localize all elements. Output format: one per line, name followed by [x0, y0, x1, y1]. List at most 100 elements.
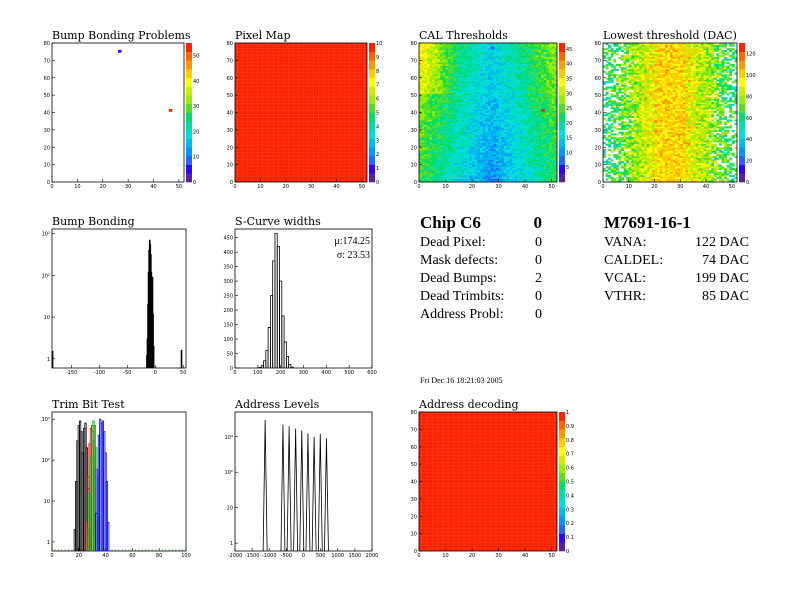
- heatmap-cell: [610, 95, 614, 98]
- heatmap-cell: [631, 162, 635, 165]
- heatmap-cell: [426, 114, 430, 117]
- heatmap-cell: [442, 95, 446, 98]
- heatmap-cell: [445, 143, 449, 146]
- heatmap-cell: [514, 105, 518, 108]
- heatmap-cell: [450, 117, 454, 120]
- heatmap-cell: [490, 128, 494, 131]
- heatmap-cell: [429, 133, 433, 136]
- heatmap-cell: [503, 98, 507, 101]
- heatmap-cell: [506, 157, 510, 160]
- heatmap-cell: [461, 102, 465, 105]
- heatmap-cell: [623, 74, 627, 77]
- heatmap-cell: [485, 103, 489, 106]
- heatmap-cell: [434, 147, 438, 150]
- heatmap-cell: [464, 105, 468, 108]
- heatmap-cell: [474, 89, 478, 92]
- y-tick-label: 40: [227, 111, 233, 117]
- heatmap-cell: [426, 117, 430, 120]
- heatmap-cell: [493, 157, 497, 160]
- heatmap-cell: [495, 164, 499, 167]
- heatmap-cell: [519, 96, 523, 99]
- heatmap-cell: [426, 161, 430, 164]
- heatmap-cell: [509, 180, 513, 183]
- heatmap-cell: [448, 76, 452, 79]
- heatmap-cell: [541, 69, 545, 72]
- heatmap-cell: [546, 161, 550, 164]
- heatmap-cell: [527, 157, 531, 160]
- heatmap-cell: [421, 150, 425, 153]
- heatmap-cell: [461, 140, 465, 143]
- heatmap-cell: [533, 65, 537, 68]
- heatmap-cell: [613, 143, 617, 146]
- heatmap-cell: [469, 133, 473, 136]
- heatmap-cell: [469, 58, 473, 61]
- heatmap-cell: [501, 105, 505, 108]
- heatmap-cell: [464, 119, 468, 122]
- heatmap-cell: [453, 180, 457, 183]
- heatmap-cell: [480, 79, 483, 82]
- heatmap-cell: [525, 110, 529, 113]
- heatmap-cell: [538, 96, 542, 99]
- heatmap-cell: [482, 67, 486, 70]
- heatmap-cell: [618, 98, 622, 101]
- heatmap-cell: [530, 44, 534, 47]
- heatmap-cell: [514, 161, 518, 164]
- heatmap-cell: [469, 88, 473, 91]
- heatmap-cell: [519, 169, 523, 172]
- heatmap-cell: [509, 164, 513, 167]
- heatmap-cell: [480, 60, 483, 63]
- heatmap-cell: [608, 119, 612, 122]
- heatmap-cell: [511, 49, 515, 52]
- heatmap-cell: [464, 60, 468, 63]
- heatmap-cell: [623, 138, 627, 141]
- heatmap-cell: [503, 84, 507, 87]
- heatmap-cell: [445, 65, 449, 68]
- heatmap-cell: [623, 55, 627, 58]
- heatmap-cell: [437, 173, 441, 176]
- heatmap-cell: [482, 178, 486, 181]
- heatmap-cell: [434, 62, 438, 65]
- heatmap-cell: [445, 119, 449, 122]
- heatmap-cell: [541, 96, 545, 99]
- heatmap-cell: [453, 65, 457, 68]
- heatmap-cell: [551, 143, 555, 146]
- heatmap-cell: [527, 79, 531, 82]
- heatmap-cell: [546, 103, 550, 106]
- heatmap-cell: [461, 131, 465, 134]
- heatmap-cell: [490, 166, 494, 169]
- heatmap-cell: [461, 148, 465, 152]
- heatmap-cell: [527, 65, 531, 68]
- palette-swatch: [559, 129, 565, 139]
- heatmap-cell: [623, 63, 627, 66]
- y-tick-label: 0: [230, 180, 233, 186]
- heatmap-cell: [549, 136, 552, 139]
- heatmap-cell: [628, 150, 632, 153]
- heatmap-cell: [535, 84, 539, 87]
- heatmap-cell: [535, 124, 539, 127]
- heatmap-cell: [464, 161, 468, 164]
- heatmap-cell: [493, 77, 497, 80]
- heatmap-cell: [442, 89, 446, 92]
- heatmap-cell: [522, 138, 526, 141]
- heatmap-cell: [527, 69, 531, 72]
- heatmap-cell: [554, 122, 558, 125]
- heatmap-cell: [461, 76, 465, 79]
- heatmap-cell: [501, 154, 505, 157]
- heatmap-cell: [501, 100, 505, 103]
- heatmap-cell: [424, 110, 428, 113]
- heatmap-cell: [482, 69, 486, 72]
- x-tick-label: 20: [469, 184, 475, 190]
- heatmap-cell: [535, 150, 539, 153]
- heatmap-cell: [621, 74, 624, 77]
- heatmap-cell: [603, 103, 606, 106]
- heatmap-cell: [472, 102, 476, 105]
- heatmap-cell: [538, 107, 542, 110]
- heatmap-cell: [613, 166, 617, 169]
- heatmap-cell: [541, 115, 545, 119]
- heatmap-cell: [509, 88, 513, 91]
- heatmap-cell: [437, 175, 441, 178]
- heatmap-cell: [541, 95, 545, 98]
- heatmap-cell: [464, 135, 468, 138]
- heatmap-cell: [495, 176, 499, 179]
- x-tick-label: 40: [150, 184, 156, 190]
